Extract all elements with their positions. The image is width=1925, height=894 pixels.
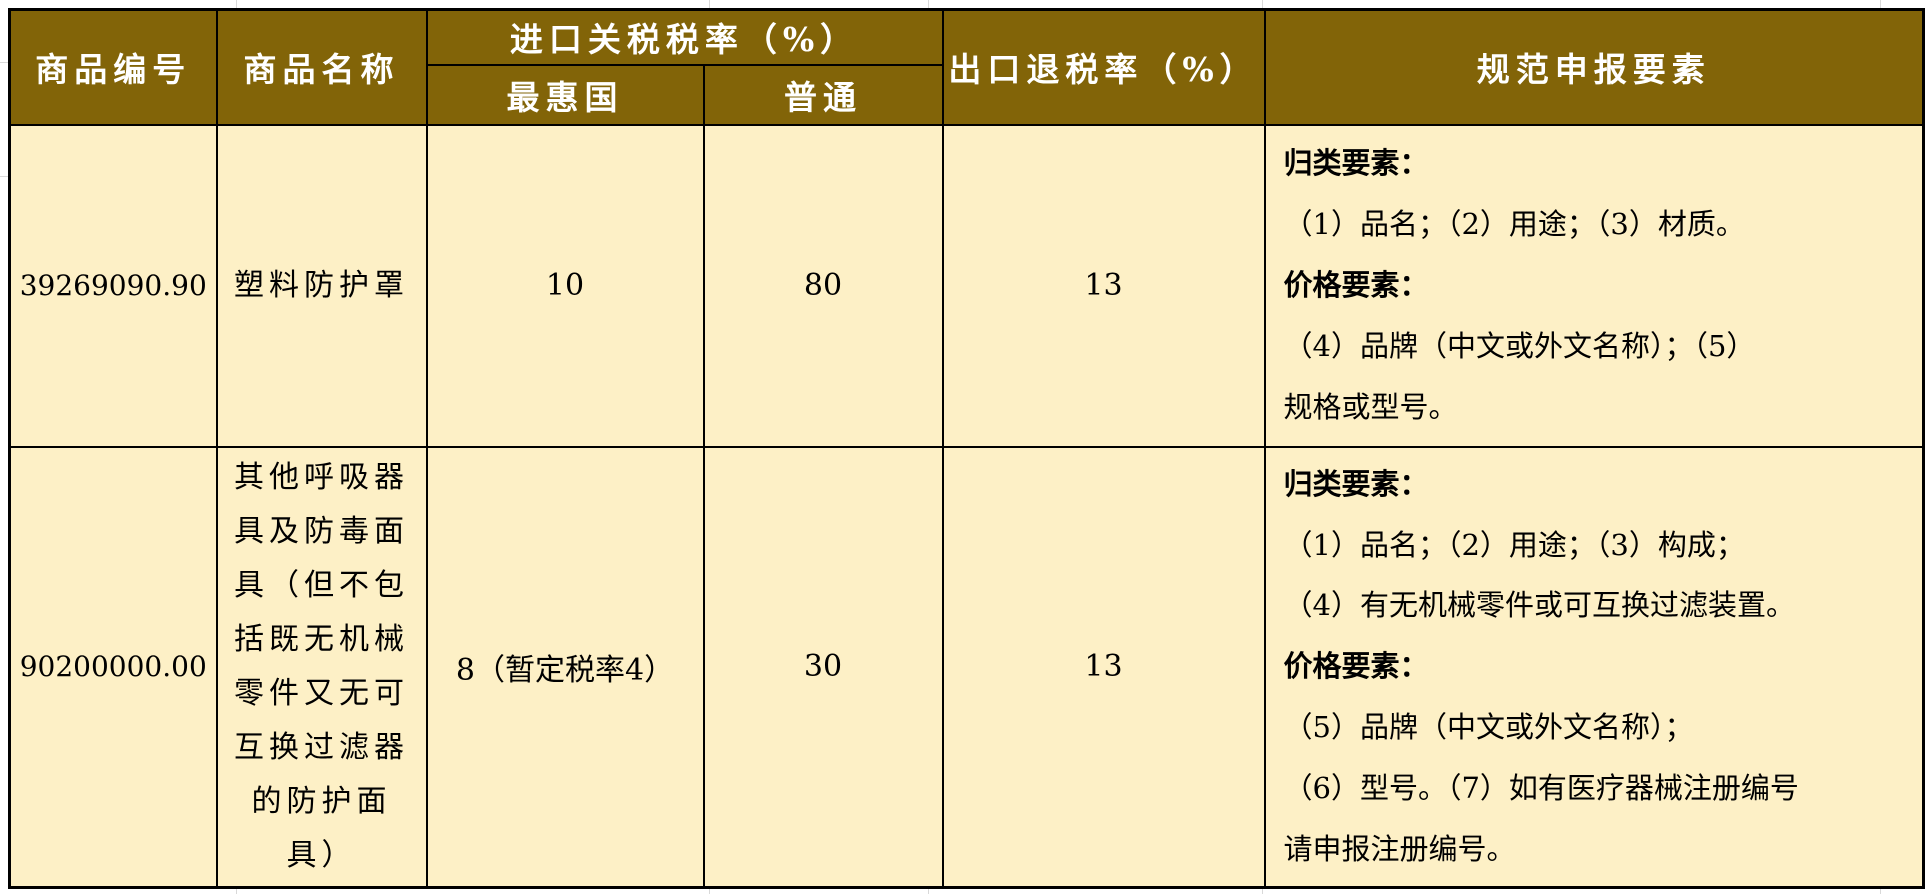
cell-general-rate: 80 [702,123,944,448]
declaration-line: （5）品牌（中文或外文名称）； [1283,710,1694,745]
cell-product-name: 其他呼吸器具及防毒面具（但不包括既无机械零件又无可互换过滤器的防护面具） [215,445,428,889]
header-declaration: 规范申报要素 [1263,8,1925,126]
cell-export-rebate: 13 [941,123,1266,448]
declaration-line: 归类要素： [1283,146,1429,181]
header-general-rate: 普通 [702,63,944,126]
declaration-line: （4）品牌（中文或外文名称）；（5） [1283,328,1756,363]
table-row: 39269090.90 塑料防护罩 10 80 13 归类要素： （1）品名；（… [8,123,1925,448]
declaration-line: 规格或型号。 [1283,389,1458,424]
cell-product-code: 90200000.00 [8,445,218,889]
table-header: 商品编号 商品名称 进口关税税率（%） 出口退税率（%） 规范申报要素 最惠国 … [8,8,1925,126]
tariff-table: 商品编号 商品名称 进口关税税率（%） 出口退税率（%） 规范申报要素 最惠国 … [8,8,1925,889]
header-product-code: 商品编号 [8,8,218,126]
declaration-line: （1）品名；（2）用途；（3）材质。 [1283,207,1745,242]
header-product-name: 商品名称 [215,8,428,126]
declaration-line: 价格要素： [1283,649,1429,684]
cell-mfn-rate: 10 [425,123,705,448]
declaration-line: （4）有无机械零件或可互换过滤装置。 [1283,588,1795,623]
cell-export-rebate: 13 [941,445,1266,889]
cell-mfn-rate: 8（暂定税率4） [425,445,705,889]
cell-product-code: 39269090.90 [8,123,218,448]
table-row: 90200000.00 其他呼吸器具及防毒面具（但不包括既无机械零件又无可互换过… [8,445,1925,889]
header-export-rebate: 出口退税率（%） [941,8,1266,126]
declaration-line: 归类要素： [1283,466,1429,501]
header-mfn-rate: 最惠国 [425,63,705,126]
cell-product-name: 塑料防护罩 [215,123,428,448]
cell-general-rate: 30 [702,445,944,889]
declaration-line: （1）品名；（2）用途；（3）构成； [1283,527,1745,562]
header-import-tariff: 进口关税税率（%） [425,8,944,66]
cell-declaration-elements: 归类要素： （1）品名；（2）用途；（3）材质。 价格要素： （4）品牌（中文或… [1263,123,1925,448]
declaration-line: 价格要素： [1283,268,1429,303]
declaration-line: （6）型号。（7）如有医疗器械注册编号 [1283,771,1799,806]
declaration-line: 请申报注册编号。 [1283,831,1516,866]
cell-declaration-elements: 归类要素： （1）品名；（2）用途；（3）构成； （4）有无机械零件或可互换过滤… [1263,445,1925,889]
